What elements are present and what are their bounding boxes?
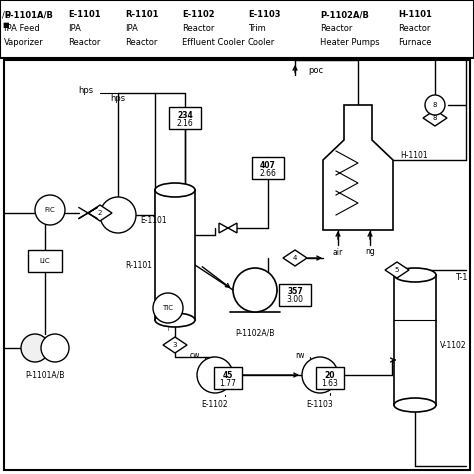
Text: 357: 357: [287, 288, 303, 297]
Text: Reactor: Reactor: [125, 38, 157, 47]
Text: P-1102A/B: P-1102A/B: [235, 328, 275, 337]
Text: TIC: TIC: [163, 305, 173, 311]
Polygon shape: [228, 223, 237, 233]
Text: 1.63: 1.63: [321, 379, 338, 388]
Text: /B: /B: [2, 10, 11, 19]
Bar: [155, 190, 195, 320]
Bar: [4, 60, 470, 470]
Text: Reactor: Reactor: [320, 24, 352, 33]
Bar: [28, 250, 62, 272]
Text: P-1101A/B: P-1101A/B: [25, 370, 64, 379]
Polygon shape: [385, 262, 409, 278]
Text: hps: hps: [78, 85, 93, 94]
Text: 20: 20: [325, 371, 335, 380]
Polygon shape: [219, 223, 228, 233]
Text: hps: hps: [110, 93, 126, 102]
Text: E-1103: E-1103: [248, 10, 281, 19]
Text: 8: 8: [433, 102, 437, 108]
Text: Reactor: Reactor: [398, 24, 430, 33]
Ellipse shape: [155, 313, 195, 327]
Text: E-1102: E-1102: [182, 10, 215, 19]
Polygon shape: [163, 337, 187, 353]
Text: 1.77: 1.77: [219, 379, 237, 388]
Bar: [316, 367, 344, 389]
Text: 407: 407: [260, 161, 276, 170]
Text: 2.16: 2.16: [177, 118, 193, 128]
Text: FIC: FIC: [45, 207, 55, 213]
Text: P-1101A/B: P-1101A/B: [4, 10, 53, 19]
Polygon shape: [423, 110, 447, 126]
Bar: [394, 275, 436, 405]
Text: V-1102: V-1102: [440, 340, 466, 349]
Circle shape: [21, 334, 49, 362]
Text: IPA: IPA: [68, 24, 81, 33]
Bar: [252, 157, 284, 179]
Ellipse shape: [155, 183, 195, 197]
Text: E-1103: E-1103: [307, 400, 333, 409]
Text: air: air: [333, 247, 343, 256]
Bar: [0, 0, 474, 58]
Text: H-1101: H-1101: [400, 151, 428, 159]
Circle shape: [302, 357, 338, 393]
Text: 234: 234: [177, 110, 193, 119]
Text: 3: 3: [173, 342, 177, 348]
Text: 2: 2: [98, 210, 102, 216]
Circle shape: [100, 197, 136, 233]
Bar: [279, 284, 311, 306]
Circle shape: [197, 357, 233, 393]
Text: H-1101: H-1101: [398, 10, 432, 19]
Text: E-1101: E-1101: [140, 216, 167, 225]
Text: 8: 8: [433, 115, 437, 121]
Text: rw: rw: [295, 352, 305, 361]
Text: poc: poc: [308, 65, 323, 74]
Text: R-1101: R-1101: [125, 261, 152, 270]
Circle shape: [425, 95, 445, 115]
Text: R-1101: R-1101: [125, 10, 158, 19]
Text: IPA: IPA: [125, 24, 138, 33]
Text: 4: 4: [293, 255, 297, 261]
Text: Heater Pumps: Heater Pumps: [320, 38, 380, 47]
Text: IPA Feed: IPA Feed: [4, 24, 40, 33]
Circle shape: [153, 293, 183, 323]
Polygon shape: [88, 205, 112, 221]
Text: Trim: Trim: [248, 24, 266, 33]
Text: Effluent Cooler: Effluent Cooler: [182, 38, 245, 47]
Circle shape: [35, 195, 65, 225]
Text: ng: ng: [365, 247, 375, 256]
Text: ■: ■: [2, 22, 9, 28]
Text: 45: 45: [223, 371, 233, 380]
Text: E-1102: E-1102: [202, 400, 228, 409]
Text: Reactor: Reactor: [68, 38, 100, 47]
Text: Vaporizer: Vaporizer: [4, 38, 44, 47]
Text: Reactor: Reactor: [182, 24, 214, 33]
Text: cw: cw: [190, 352, 200, 361]
Text: E-1101: E-1101: [68, 10, 100, 19]
Polygon shape: [323, 105, 393, 230]
Text: Furnace: Furnace: [398, 38, 431, 47]
Circle shape: [233, 268, 277, 312]
Text: 5: 5: [395, 267, 399, 273]
Text: Cooler: Cooler: [248, 38, 275, 47]
Polygon shape: [283, 250, 307, 266]
Circle shape: [41, 334, 69, 362]
Bar: [169, 107, 201, 129]
Text: 2.66: 2.66: [260, 168, 276, 177]
Text: P-1102A/B: P-1102A/B: [320, 10, 369, 19]
Text: LIC: LIC: [40, 258, 50, 264]
Bar: [214, 367, 242, 389]
Text: T-1: T-1: [455, 273, 467, 283]
Ellipse shape: [394, 398, 436, 412]
Ellipse shape: [394, 268, 436, 282]
Text: 3.00: 3.00: [286, 295, 303, 304]
